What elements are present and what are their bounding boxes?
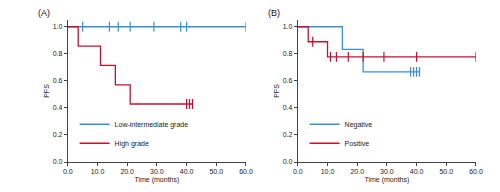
svg-text:High grade: High grade — [115, 140, 149, 148]
svg-text:(A): (A) — [38, 8, 50, 18]
svg-text:0.4: 0.4 — [283, 104, 293, 111]
svg-text:PFS: PFS — [43, 84, 50, 98]
svg-text:40.0: 40.0 — [410, 168, 424, 175]
svg-text:0.2: 0.2 — [53, 131, 63, 138]
svg-text:50.0: 50.0 — [209, 168, 223, 175]
svg-text:Time (months): Time (months) — [364, 176, 409, 184]
svg-text:1.0: 1.0 — [53, 23, 63, 30]
svg-text:Time (months): Time (months) — [134, 176, 179, 184]
svg-text:20.0: 20.0 — [120, 168, 134, 175]
svg-text:0.4: 0.4 — [53, 104, 63, 111]
svg-text:0.0: 0.0 — [293, 168, 303, 175]
svg-text:30.0: 30.0 — [380, 168, 394, 175]
svg-text:60.0: 60.0 — [239, 168, 253, 175]
svg-text:PFS: PFS — [273, 84, 280, 98]
svg-text:0.0: 0.0 — [53, 158, 63, 165]
svg-text:0.0: 0.0 — [283, 158, 293, 165]
svg-text:Negative: Negative — [345, 121, 373, 129]
svg-text:40.0: 40.0 — [180, 168, 194, 175]
svg-text:0.6: 0.6 — [283, 77, 293, 84]
svg-text:0.6: 0.6 — [53, 77, 63, 84]
svg-text:10.0: 10.0 — [91, 168, 105, 175]
svg-text:0.2: 0.2 — [283, 131, 293, 138]
svg-text:Positive: Positive — [345, 140, 370, 147]
svg-text:0.8: 0.8 — [53, 50, 63, 57]
svg-text:(B): (B) — [268, 8, 280, 18]
svg-text:20.0: 20.0 — [350, 168, 364, 175]
svg-text:60.0: 60.0 — [469, 168, 483, 175]
svg-text:Low-intermediate grade: Low-intermediate grade — [115, 121, 189, 129]
svg-text:30.0: 30.0 — [150, 168, 164, 175]
svg-text:0.8: 0.8 — [283, 50, 293, 57]
svg-text:50.0: 50.0 — [439, 168, 453, 175]
svg-text:0.0: 0.0 — [63, 168, 73, 175]
svg-text:10.0: 10.0 — [321, 168, 335, 175]
svg-text:1.0: 1.0 — [283, 23, 293, 30]
